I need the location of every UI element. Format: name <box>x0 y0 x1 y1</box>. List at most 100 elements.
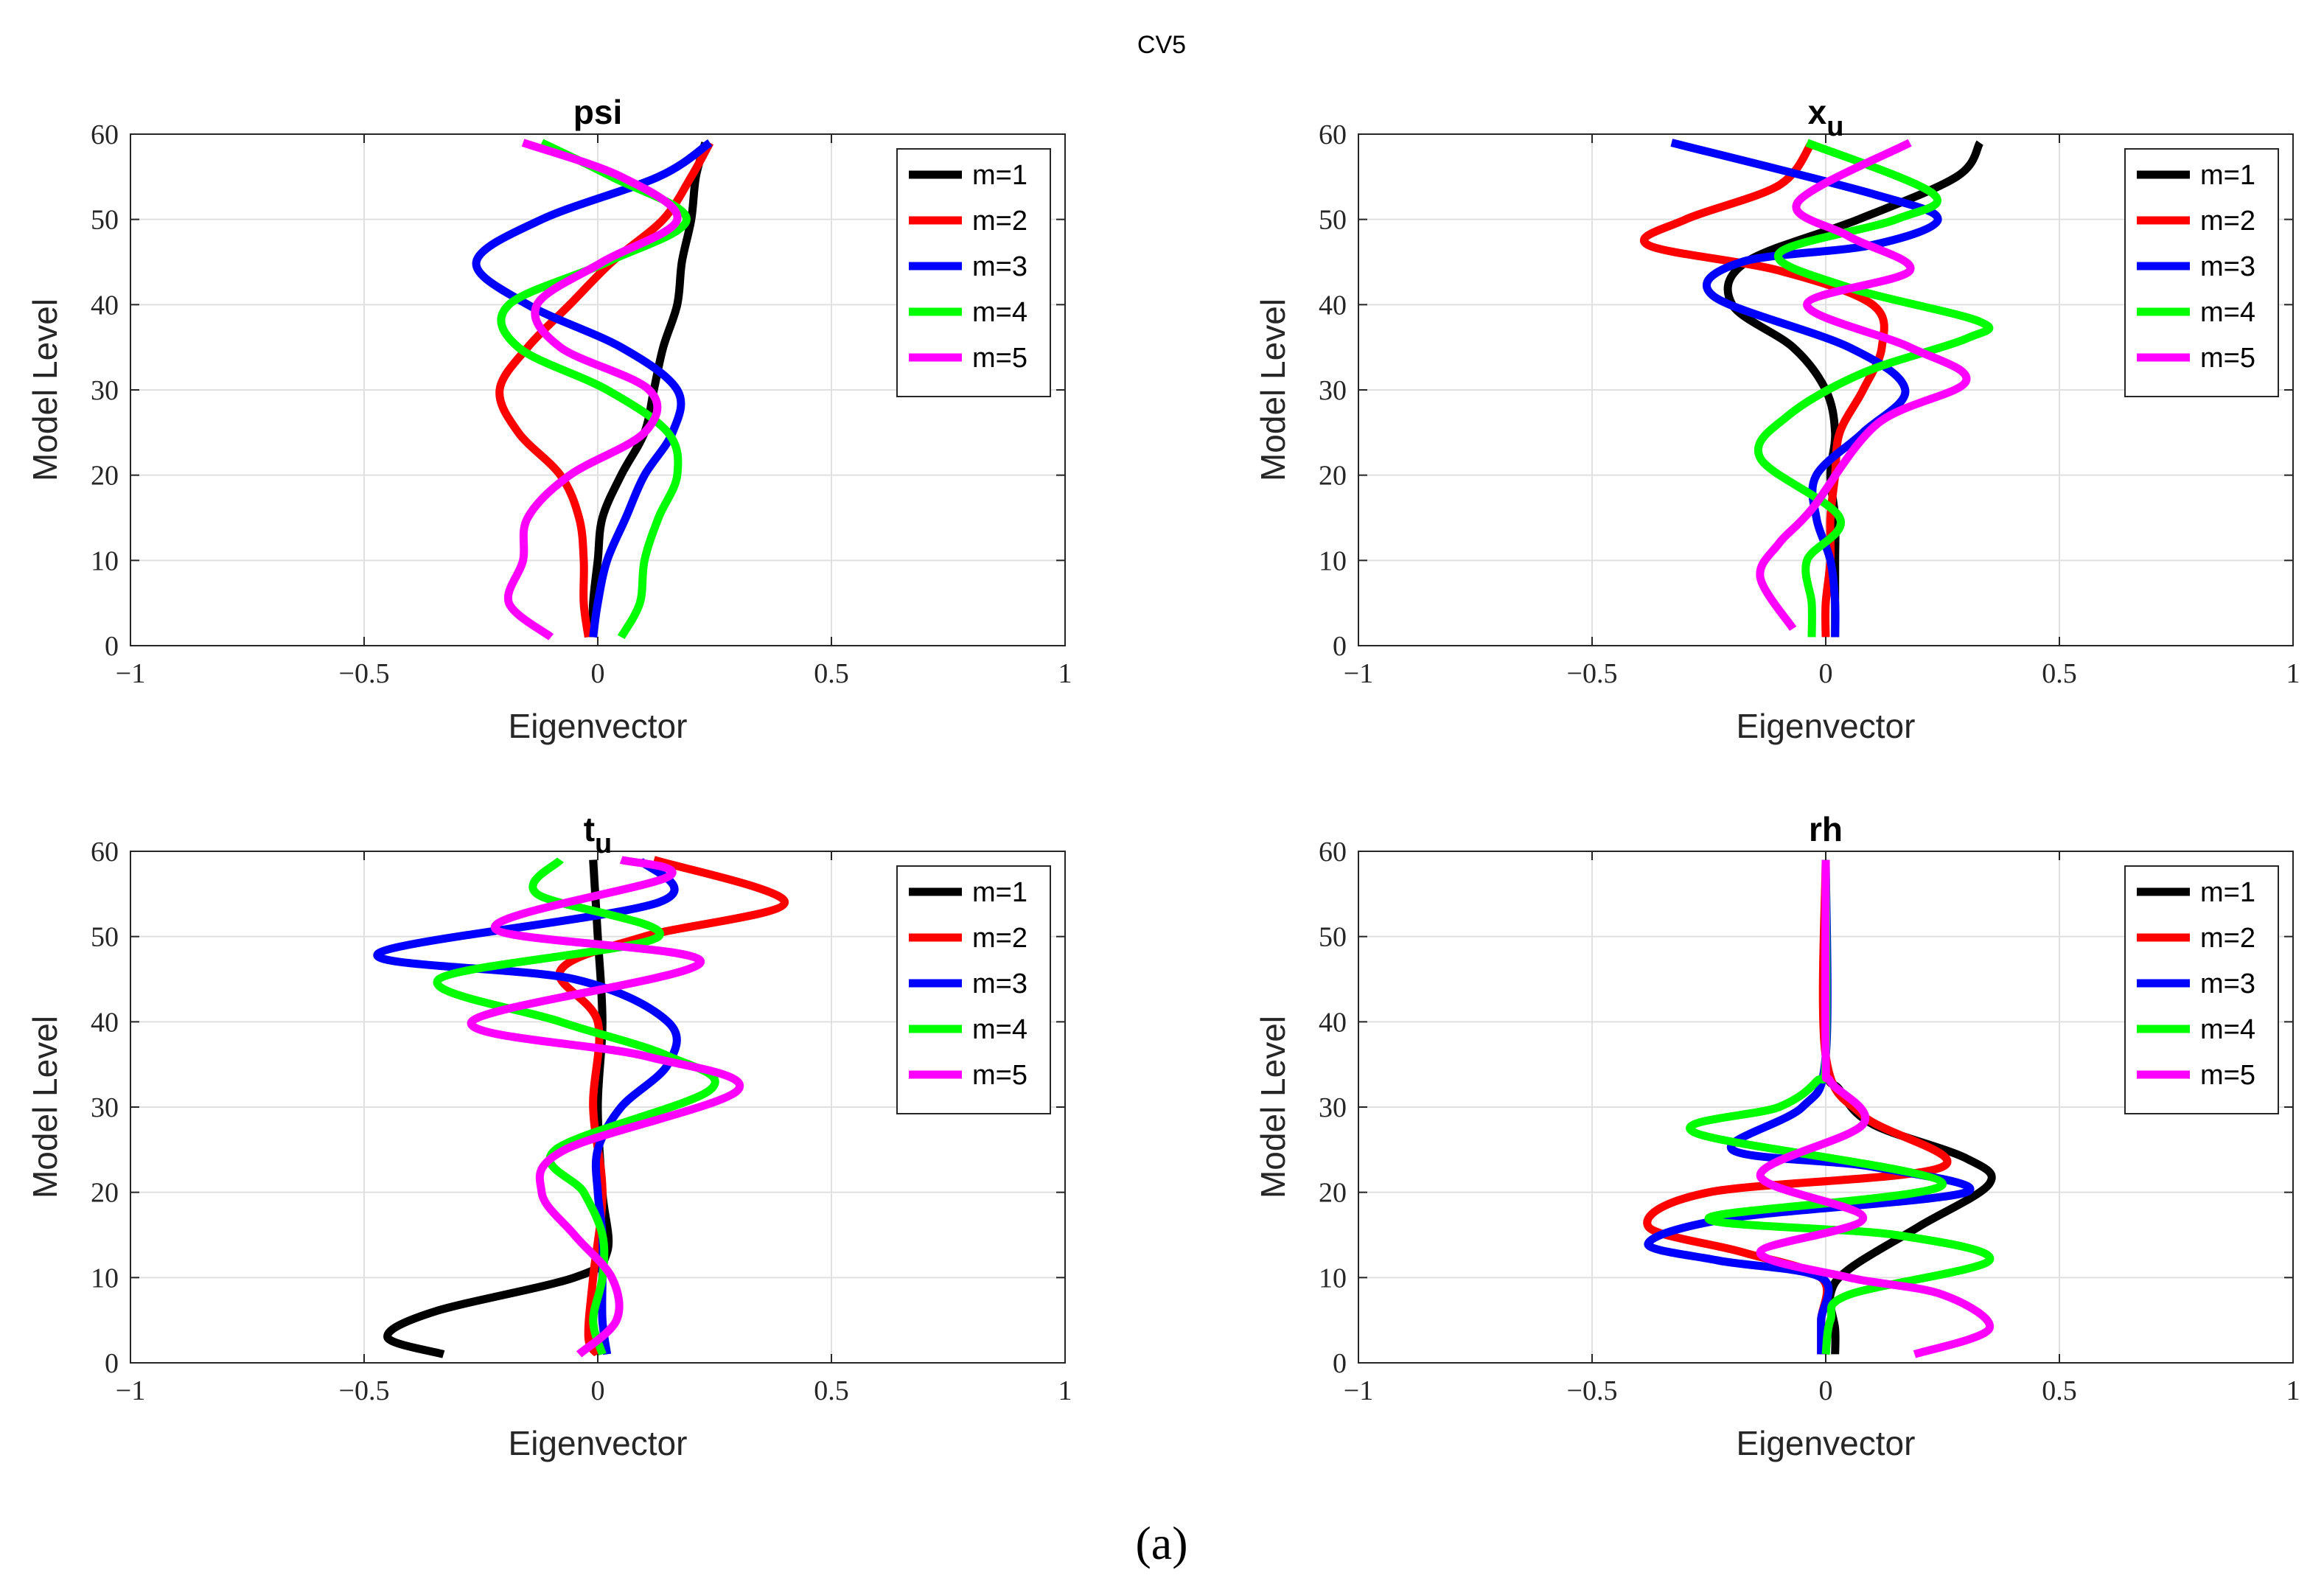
panel-rh: −1 −0.5 0 0.5 10102030405060EigenvectorModel… <box>1254 810 2300 1462</box>
panel-tu-title: tu <box>584 810 613 859</box>
panel-tu-xtick-label-2: 0 <box>591 1375 605 1406</box>
panel-rh-ytick-label-0: 0 <box>1333 1348 1347 1379</box>
panel-xu-title: xu <box>1808 93 1844 142</box>
panel-xu-series-m3 <box>1670 139 1942 638</box>
panel-xu-xtick-label-0: −1 <box>1344 658 1373 689</box>
panel-psi-title: psi <box>573 93 622 131</box>
panel-tu-legend-label-m2: m=2 <box>972 923 1027 954</box>
panel-psi-ytick-label-2: 20 <box>91 461 119 492</box>
panel-psi-xlabel: Eigenvector <box>509 707 688 745</box>
panel-rh-series-m5 <box>1756 859 1994 1358</box>
panel-psi-ytick-label-6: 60 <box>91 119 119 150</box>
panel-tu-ytick-label-3: 30 <box>91 1092 119 1123</box>
panel-xu-ytick-label-0: 0 <box>1333 631 1347 662</box>
panel-xu-ytick-label-4: 40 <box>1319 290 1347 321</box>
panel-xu-title-sub: u <box>1826 111 1843 142</box>
panel-psi-ytick-label-5: 50 <box>91 205 119 236</box>
panel-tu-legend-label-m5: m=5 <box>972 1060 1027 1091</box>
panel-rh-legend: m=1 m=2 m=3 m=4 m=5 <box>2124 865 2279 1114</box>
panel-xu-ylabel: Model Level <box>1254 299 1292 481</box>
panel-rh-ytick-label-6: 60 <box>1319 837 1347 868</box>
panel-tu-legend-label-m3: m=3 <box>972 968 1027 999</box>
panel-rh-xtick-label-1: −0.5 <box>1567 1375 1618 1406</box>
panel-tu-ytick-label-4: 40 <box>91 1007 119 1038</box>
panel-psi-legend-label-m5: m=5 <box>972 343 1027 374</box>
panel-tu-series-m1 <box>383 859 613 1358</box>
panel-rh-ytick-label-3: 30 <box>1319 1092 1347 1123</box>
panel-tu-series-m2 <box>555 856 789 1357</box>
panel-xu-xtick-label-1: −0.5 <box>1567 658 1618 689</box>
panel-xu-legend-label-m4: m=4 <box>2200 297 2255 328</box>
panel-tu-legend-label-m1: m=1 <box>972 877 1027 908</box>
panel-rh-series-m3 <box>1644 859 1975 1355</box>
panel-xu-ytick-label-6: 60 <box>1319 119 1347 150</box>
panel-rh-legend-label-m3: m=3 <box>2200 968 2255 999</box>
panel-tu-ytick-label-6: 60 <box>91 837 119 868</box>
panel-rh-legend-label-m5: m=5 <box>2200 1060 2255 1091</box>
panel-xu-ytick-label-5: 50 <box>1319 205 1347 236</box>
panel-xu-xtick-label-2: 0 <box>1819 658 1833 689</box>
panel-psi-xtick-label-4: 1 <box>1058 658 1072 689</box>
panel-psi: −1 −0.5 0 0.5 10102030405060EigenvectorModel… <box>26 93 1072 745</box>
panel-psi-legend-label-m2: m=2 <box>972 206 1027 237</box>
panel-psi-xtick-label-3: 0.5 <box>814 658 849 689</box>
panel-psi-series-m4 <box>497 139 691 640</box>
panel-xu-series-m5 <box>1756 139 1971 632</box>
panel-tu-series-m4 <box>433 856 719 1356</box>
panel-psi-legend-label-m1: m=1 <box>972 160 1027 191</box>
panel-psi-series-m5 <box>503 139 682 641</box>
panel-psi-series-m3 <box>472 139 713 638</box>
panel-xu-legend: m=1 m=2 m=3 m=4 m=5 <box>2124 148 2279 397</box>
panel-psi-series-m2 <box>495 140 714 638</box>
panel-xu-legend-label-m3: m=3 <box>2200 251 2255 282</box>
panel-rh-ytick-label-1: 10 <box>1319 1263 1347 1294</box>
panel-xu-legend-label-m1: m=1 <box>2200 160 2255 191</box>
panel-tu-ytick-label-0: 0 <box>105 1348 119 1379</box>
panel-psi-ytick-label-4: 40 <box>91 290 119 321</box>
panel-tu-ylabel: Model Level <box>26 1016 64 1198</box>
panel-psi-title-main: psi <box>573 93 622 131</box>
panel-xu-ytick-label-2: 20 <box>1319 461 1347 492</box>
panel-xu-series-group <box>1639 139 1994 638</box>
panel-tu-series-m5 <box>467 856 744 1358</box>
panel-psi-legend-label-m3: m=3 <box>972 251 1027 282</box>
panel-rh-xtick-label-4: 1 <box>2286 1375 2300 1406</box>
panel-tu-xtick-label-0: −1 <box>116 1375 145 1406</box>
panel-rh-ytick-label-5: 50 <box>1319 922 1347 953</box>
panel-xu: −1 −0.5 0 0.5 10102030405060EigenvectorModel… <box>1254 93 2300 745</box>
panel-rh-xtick-label-0: −1 <box>1344 1375 1373 1406</box>
panel-psi-ylabel: Model Level <box>26 299 64 481</box>
figure-caption: (a) <box>1135 1517 1187 1569</box>
panel-psi-ytick-label-3: 30 <box>91 375 119 406</box>
panel-psi-xtick-label-0: −1 <box>116 658 145 689</box>
panel-rh-ytick-label-2: 20 <box>1319 1178 1347 1209</box>
panel-tu-xlabel: Eigenvector <box>509 1424 688 1462</box>
panel-xu-ytick-label-3: 30 <box>1319 375 1347 406</box>
panel-xu-legend-label-m2: m=2 <box>2200 206 2255 237</box>
panel-rh-series-m4 <box>1686 859 1995 1355</box>
panel-psi-ytick-label-1: 10 <box>91 545 119 576</box>
panel-tu-series-group <box>373 856 789 1358</box>
panel-tu-xtick-label-1: −0.5 <box>339 1375 390 1406</box>
panel-psi-legend-label-m4: m=4 <box>972 297 1027 328</box>
panel-rh-legend-label-m2: m=2 <box>2200 923 2255 954</box>
panel-psi-series-group <box>472 139 714 641</box>
panel-tu-ytick-label-5: 50 <box>91 922 119 953</box>
panel-rh-series-group <box>1643 859 1996 1358</box>
panel-tu-title-main: t <box>584 810 595 848</box>
panel-rh-legend-label-m4: m=4 <box>2200 1014 2255 1045</box>
panel-psi-legend: m=1 m=2 m=3 m=4 m=5 <box>896 148 1051 397</box>
panel-xu-xtick-label-3: 0.5 <box>2042 658 2077 689</box>
panel-psi-xtick-label-2: 0 <box>591 658 605 689</box>
panel-rh-xtick-label-3: 0.5 <box>2042 1375 2077 1406</box>
panel-tu: −1 −0.5 0 0.5 10102030405060EigenvectorModel… <box>26 810 1072 1462</box>
panel-tu-legend-label-m4: m=4 <box>972 1014 1027 1045</box>
panel-rh-title: rh <box>1809 810 1843 848</box>
panel-tu-xtick-label-3: 0.5 <box>814 1375 849 1406</box>
panel-rh-ylabel: Model Level <box>1254 1016 1292 1198</box>
panel-psi-ytick-label-0: 0 <box>105 631 119 662</box>
panels: −1 −0.5 0 0.5 10102030405060EigenvectorModel… <box>26 93 2300 1462</box>
figure-suptitle: CV5 <box>1137 31 1186 59</box>
panel-rh-xtick-label-2: 0 <box>1819 1375 1833 1406</box>
